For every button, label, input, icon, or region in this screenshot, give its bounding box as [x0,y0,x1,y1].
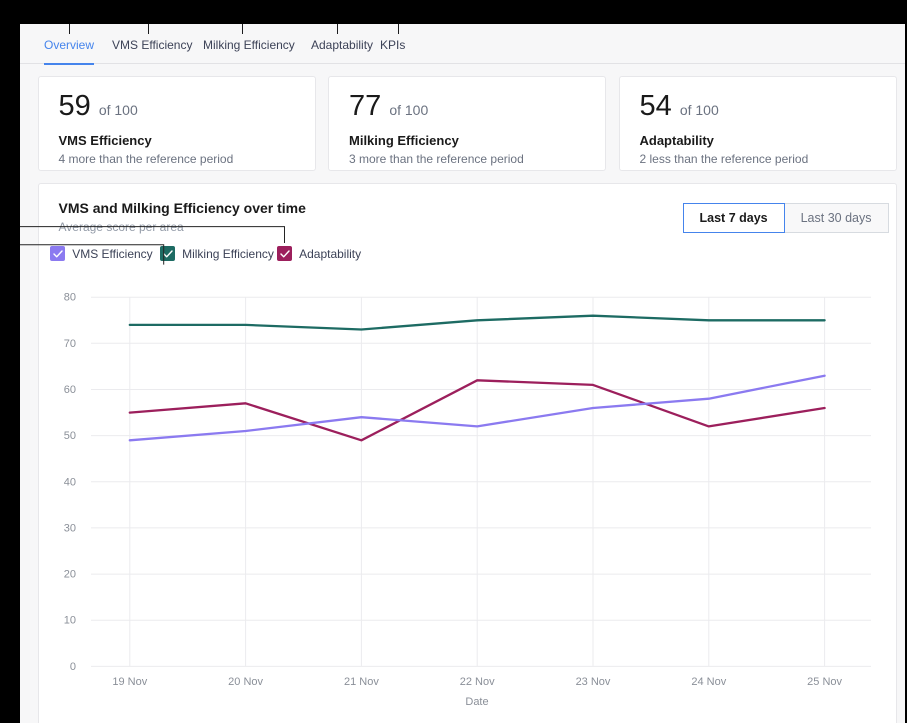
svg-text:20 Nov: 20 Nov [228,676,263,688]
svg-text:22 Nov: 22 Nov [459,676,494,688]
svg-text:24 Nov: 24 Nov [691,676,726,688]
svg-text:23 Nov: 23 Nov [575,676,610,688]
svg-text:21 Nov: 21 Nov [343,676,378,688]
svg-text:30: 30 [63,522,75,534]
svg-text:0: 0 [69,661,75,673]
svg-text:Date: Date [465,696,488,708]
svg-text:70: 70 [63,338,75,350]
svg-text:60: 60 [63,384,75,396]
svg-text:10: 10 [63,615,75,627]
svg-text:40: 40 [63,476,75,488]
svg-text:50: 50 [63,430,75,442]
svg-text:80: 80 [63,292,75,304]
svg-text:25 Nov: 25 Nov [807,676,842,688]
svg-text:19 Nov: 19 Nov [112,676,147,688]
svg-text:20: 20 [63,569,75,581]
